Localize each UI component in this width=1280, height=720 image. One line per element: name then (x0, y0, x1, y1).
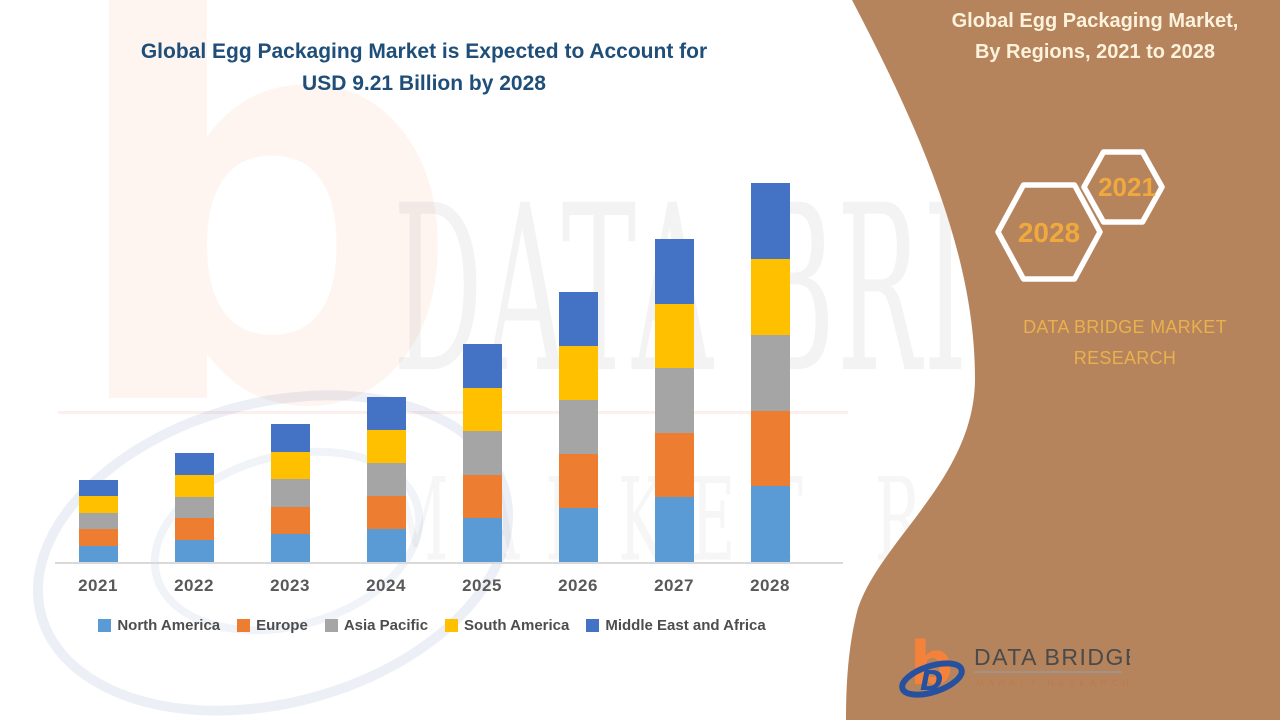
panel-brand-line2: RESEARCH (1073, 348, 1177, 368)
bar-2027-europe (654, 432, 694, 498)
x-axis-label-2028: 2028 (750, 576, 790, 595)
bar-2026-asia-pacific (558, 400, 598, 455)
side-panel-shape (846, 0, 1280, 720)
bar-2026-north-america (558, 508, 598, 562)
chart-legend: North America Europe Asia Pacific South Ame… (22, 617, 842, 634)
chart-title: Global Egg Packaging Market is Expected … (0, 36, 848, 100)
hexagon-2028-label: 2028 (1018, 217, 1080, 248)
bar-2024-south-america (366, 430, 406, 464)
bar-2026-middle-east-and-africa (558, 292, 598, 347)
bar-2025-middle-east-and-africa (462, 343, 502, 388)
bar-2022-north-america (174, 540, 214, 562)
bar-2022-europe (174, 518, 214, 541)
footer-logo-subtext: MARKET RESEARCH (976, 678, 1130, 688)
bar-2028-south-america (750, 259, 790, 335)
bar-2024-north-america (366, 529, 406, 562)
legend-label: South America (464, 617, 570, 634)
bar-2027-middle-east-and-africa (654, 238, 694, 304)
bar-2023-asia-pacific (270, 479, 310, 507)
legend-item-south-america: South America (445, 617, 569, 634)
bar-2024-middle-east-and-africa (366, 397, 406, 431)
legend-item-europe: Europe (237, 617, 308, 634)
x-axis-line (55, 562, 843, 564)
legend-item-asia-pacific: Asia Pacific (324, 617, 429, 634)
bar-2023-europe (270, 506, 310, 535)
bar-2022-asia-pacific (174, 496, 214, 519)
hexagon-2021-label: 2021 (1098, 172, 1156, 202)
bar-2027-north-america (654, 497, 694, 562)
panel-title-line1: Global Egg Packaging Market, (951, 10, 1239, 32)
x-axis-label-2026: 2026 (558, 576, 598, 595)
panel-brand-line1: DATA BRIDGE MARKET (1023, 317, 1227, 337)
bar-2028-middle-east-and-africa (750, 183, 790, 260)
bar-2023-south-america (270, 451, 310, 480)
bar-2026-south-america (558, 346, 598, 401)
hexagon-badges: 2021 2028 (995, 149, 1165, 282)
bar-2024-europe (366, 496, 406, 530)
bar-2027-south-america (654, 303, 694, 369)
legend-item-middle-east-and-africa: Middle East and Africa (586, 617, 766, 634)
x-axis-label-2025: 2025 (462, 576, 502, 595)
x-axis-label-2021: 2021 (78, 576, 118, 595)
legend-label: Asia Pacific (343, 617, 429, 634)
bar-2022-middle-east-and-africa (174, 452, 214, 475)
legend-label: Europe (256, 617, 308, 634)
bar-2025-south-america (462, 387, 502, 432)
footer-logo-name: DATA BRIDGE (974, 644, 1130, 670)
bar-2022-south-america (174, 474, 214, 497)
bar-2025-asia-pacific (462, 431, 502, 475)
footer-logo-d-icon: D (920, 664, 943, 697)
legend-swatch-icon (98, 619, 112, 632)
legend-label: North America (117, 617, 221, 634)
bar-2027-asia-pacific (654, 368, 694, 433)
bar-2026-europe (558, 454, 598, 509)
hexagon-2028-icon (995, 182, 1103, 282)
x-axis-label-2023: 2023 (270, 576, 310, 595)
chart-title-line2: USD 9.21 Billion by 2028 (302, 72, 546, 95)
legend-swatch-icon (237, 619, 251, 632)
panel-title-line2: By Regions, 2021 to 2028 (974, 41, 1216, 63)
hexagon-2021-icon (1081, 149, 1165, 225)
panel-title: Global Egg Packaging Market, By Regions,… (950, 6, 1240, 68)
legend-item-north-america: North America (98, 617, 220, 634)
legend-label: Middle East and Africa (605, 617, 766, 634)
bar-2021-asia-pacific (78, 512, 118, 530)
bar-2021-north-america (78, 545, 118, 562)
bar-2028-europe (750, 410, 790, 487)
footer-logo: b D DATA BRIDGE MARKET RESEARCH (899, 629, 1130, 699)
bar-2028-north-america (750, 486, 790, 562)
legend-swatch-icon (445, 619, 459, 632)
x-axis-label-2022: 2022 (174, 576, 214, 595)
bar-2023-north-america (270, 534, 310, 562)
bar-2021-south-america (78, 496, 118, 513)
bar-2021-europe (78, 529, 118, 546)
bar-2025-europe (462, 474, 502, 519)
bar-2025-north-america (462, 518, 502, 562)
bar-2024-asia-pacific (366, 463, 406, 497)
bar-2021-middle-east-and-africa (78, 479, 118, 497)
bar-2023-middle-east-and-africa (270, 424, 310, 452)
chart-title-line1: Global Egg Packaging Market is Expected … (140, 40, 708, 63)
footer-logo-swoosh-icon (899, 660, 965, 698)
x-axis-label-2024: 2024 (366, 576, 406, 595)
x-axis-label-2027: 2027 (654, 576, 694, 595)
panel-brand-name: DATA BRIDGE MARKET RESEARCH (1000, 312, 1250, 374)
bar-2028-asia-pacific (750, 334, 790, 411)
legend-swatch-icon (586, 619, 600, 632)
legend-swatch-icon (324, 619, 338, 632)
